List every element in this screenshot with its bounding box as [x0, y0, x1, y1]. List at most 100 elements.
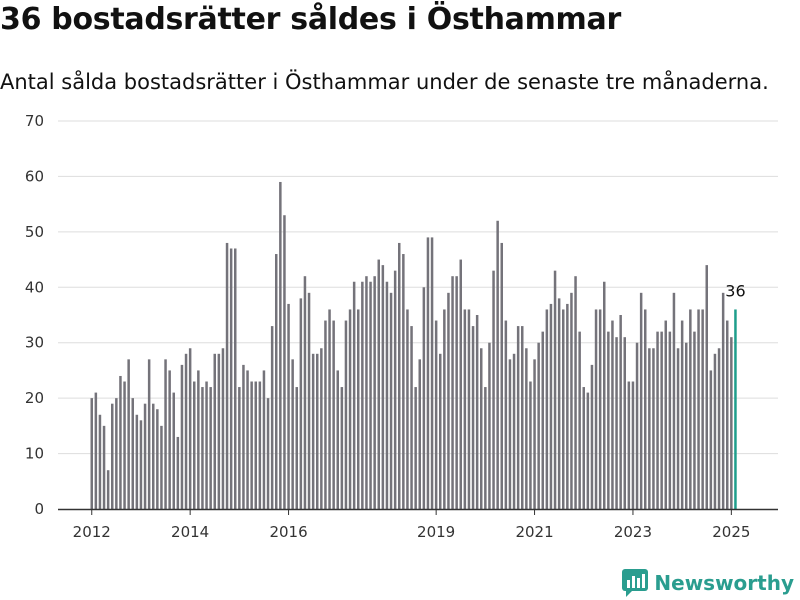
bar [631, 381, 635, 509]
bar [603, 281, 606, 509]
bar [422, 287, 426, 509]
bar [680, 320, 684, 509]
bar [115, 398, 118, 509]
latest-value-label: 36 [725, 281, 745, 300]
bar [578, 331, 581, 509]
bar [225, 242, 229, 509]
bar [217, 353, 221, 509]
bar [135, 414, 139, 509]
bar [213, 353, 216, 509]
bar-latest [734, 309, 737, 509]
bar [566, 303, 569, 509]
bar [381, 265, 385, 509]
bar [385, 281, 389, 509]
bar [537, 342, 540, 509]
bar [279, 181, 282, 509]
bar [180, 364, 184, 509]
bar [377, 259, 380, 509]
bar [139, 420, 143, 509]
bar [275, 254, 278, 509]
y-tick-label: 40 [25, 278, 44, 296]
bar [201, 387, 204, 509]
bar [676, 348, 680, 509]
bar [221, 348, 225, 509]
bar [340, 387, 344, 509]
bar [721, 292, 725, 509]
bar [188, 348, 192, 509]
bar [299, 298, 303, 509]
bar [98, 414, 102, 509]
bar [229, 248, 233, 509]
bar [623, 337, 626, 509]
bar [463, 309, 467, 509]
bar [365, 276, 368, 509]
bar [242, 364, 245, 509]
y-tick-label: 30 [25, 334, 44, 352]
bar [127, 359, 130, 509]
bar [398, 242, 401, 509]
bar [172, 392, 175, 509]
bar [525, 348, 528, 509]
bar [508, 359, 512, 509]
bar [311, 353, 315, 509]
bar [471, 326, 475, 509]
x-tick-label: 2014 [171, 523, 209, 541]
bar [205, 381, 208, 509]
bar [303, 276, 307, 509]
bar [352, 281, 356, 509]
bar [500, 242, 503, 509]
bar [434, 320, 438, 509]
bar [516, 326, 520, 509]
bar [295, 387, 298, 509]
bar [406, 309, 409, 509]
bar [598, 309, 602, 509]
x-tick-label: 2012 [73, 523, 111, 541]
bar [316, 353, 319, 509]
bar [562, 309, 565, 509]
bar [320, 348, 323, 509]
bar [475, 315, 479, 509]
brand-name: Newsworthy [654, 571, 794, 595]
y-tick-label: 0 [34, 500, 44, 518]
bar [619, 315, 622, 509]
bar [639, 292, 643, 509]
bar [262, 370, 266, 509]
bar [521, 326, 524, 509]
bar [504, 320, 508, 509]
bar [447, 292, 450, 509]
x-tick-label: 2019 [417, 523, 455, 541]
bar [348, 309, 352, 509]
bar [451, 276, 454, 509]
bar [590, 364, 594, 509]
bar [664, 320, 667, 509]
bar [307, 292, 311, 509]
bar [697, 309, 700, 509]
bar [234, 248, 237, 509]
y-tick-label: 50 [25, 223, 44, 241]
bar [484, 387, 487, 509]
bar [586, 392, 590, 509]
bar [324, 320, 327, 509]
bar [373, 276, 376, 509]
bar [418, 359, 421, 509]
bar [430, 237, 434, 509]
bar [545, 309, 549, 509]
bar [549, 303, 553, 509]
bar [168, 370, 171, 509]
bar [152, 403, 155, 509]
newsworthy-brand: Newsworthy [622, 569, 794, 597]
bar [270, 326, 274, 509]
bar [660, 331, 663, 509]
bar [393, 270, 397, 509]
y-tick-label: 10 [25, 445, 44, 463]
bar [717, 348, 721, 509]
bar [94, 392, 98, 509]
bar [361, 281, 364, 509]
bar [652, 348, 655, 509]
bar [344, 320, 348, 509]
bar [238, 387, 241, 509]
bar [164, 359, 167, 509]
bar [541, 331, 544, 509]
bar [685, 342, 688, 509]
bar [557, 298, 561, 509]
